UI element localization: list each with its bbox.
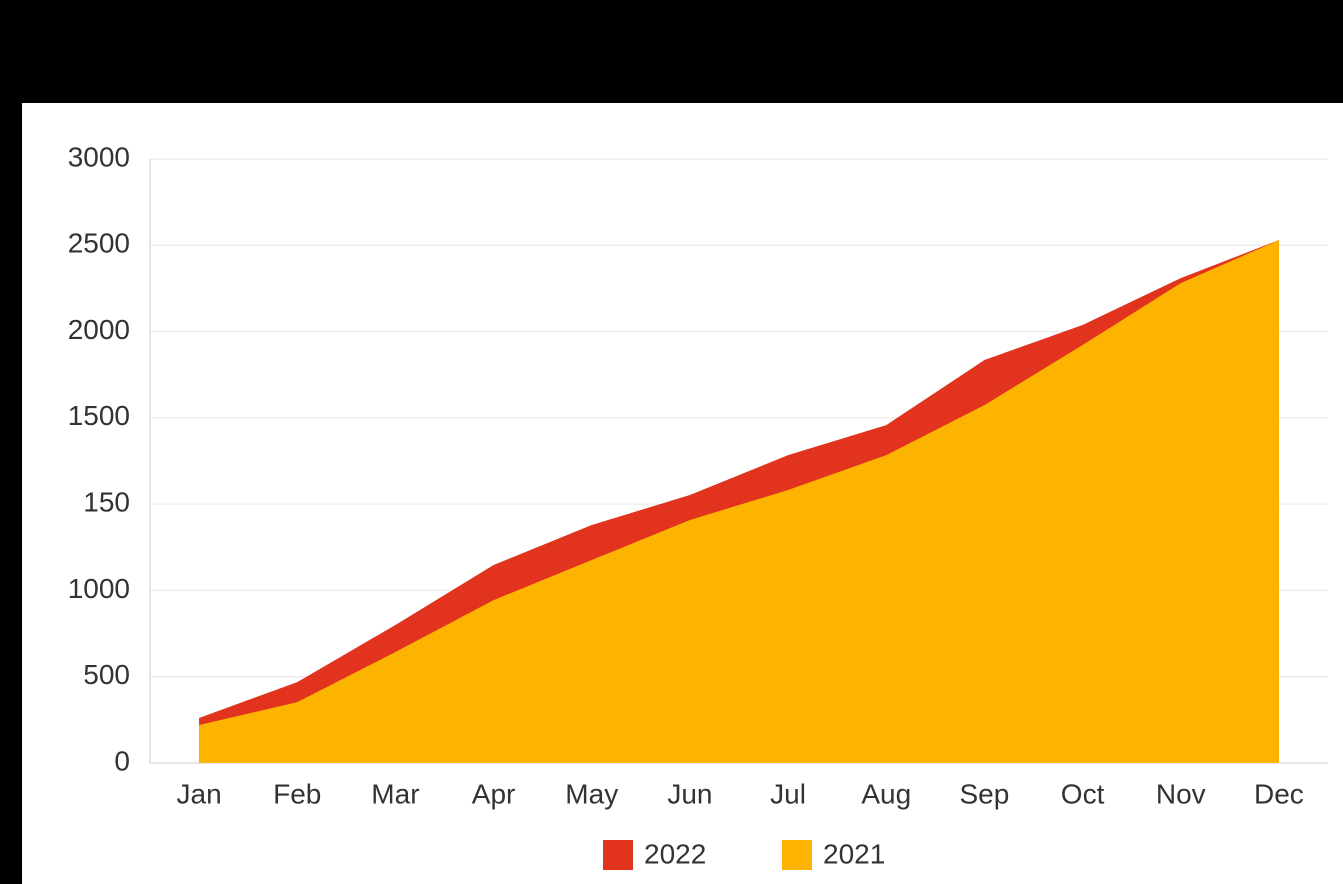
x-tick-label: Sep <box>960 778 1010 809</box>
y-tick-label: 2000 <box>68 314 130 345</box>
y-tick-label: 1500 <box>68 400 130 431</box>
y-tick-label: 1000 <box>68 573 130 604</box>
legend-swatch <box>603 840 633 870</box>
y-tick-label: 500 <box>83 659 130 690</box>
x-tick-label: Jul <box>770 778 806 809</box>
y-tick-label: 3000 <box>68 141 130 172</box>
x-tick-label: Nov <box>1156 778 1206 809</box>
y-tick-label: 0 <box>114 745 130 776</box>
x-tick-label: Jun <box>667 778 712 809</box>
x-tick-label: Dec <box>1254 778 1304 809</box>
x-tick-label: May <box>565 778 618 809</box>
x-tick-label: Mar <box>371 778 419 809</box>
legend-label: 2021 <box>823 838 885 869</box>
x-tick-label: Feb <box>273 778 321 809</box>
x-tick-label: Aug <box>861 778 911 809</box>
x-tick-label: Oct <box>1061 778 1105 809</box>
y-tick-label: 2500 <box>68 228 130 259</box>
y-tick-label: 150 <box>83 487 130 518</box>
legend-swatch <box>782 840 812 870</box>
legend-label: 2022 <box>644 838 706 869</box>
x-tick-label: Apr <box>472 778 516 809</box>
area <box>199 240 1279 763</box>
x-tick-label: Jan <box>177 778 222 809</box>
